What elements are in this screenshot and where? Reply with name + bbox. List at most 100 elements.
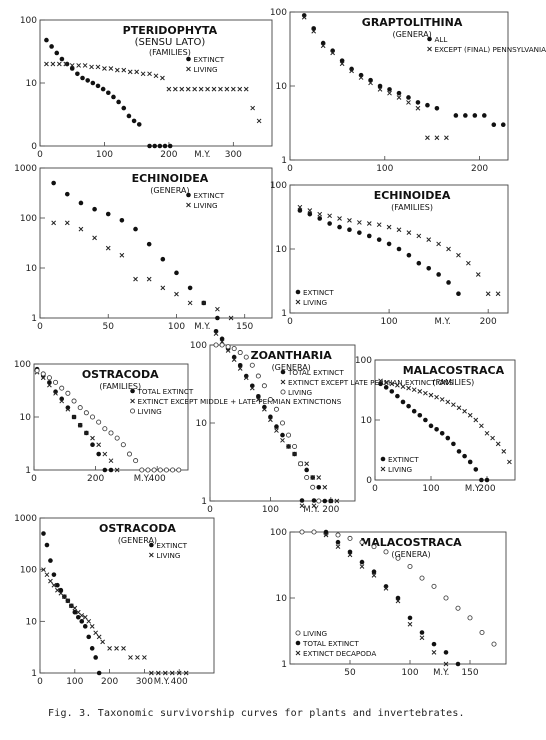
data-point-s0-9 xyxy=(386,241,392,247)
legend-label: EXCEPT (FINAL) PENNSYLVANIAN EXTINCTION xyxy=(435,45,546,54)
data-point-s1-4 xyxy=(337,216,342,221)
legend-label: LIVING xyxy=(138,407,162,416)
data-point-s0-17 xyxy=(473,467,479,472)
y-tick-label: 0 xyxy=(366,476,372,486)
data-point-s1-18 xyxy=(160,75,165,81)
data-point-s0-23 xyxy=(167,143,173,149)
data-point-s2-6 xyxy=(249,362,255,368)
data-point-s0-11 xyxy=(79,619,85,624)
data-point-s1-12 xyxy=(82,614,88,620)
x-tick-label: 100 xyxy=(262,505,279,515)
data-point-s1-6 xyxy=(82,63,88,68)
x-tick-label: 150 xyxy=(236,322,253,332)
chart-panel-3: 1 10 100 0 100 200 M.Y. ECHINOIDEA(FAMILIES) EXT… xyxy=(270,181,509,327)
y-tick-label: 100 xyxy=(190,341,207,351)
data-point-s1-9 xyxy=(72,605,78,611)
data-point-s0-14 xyxy=(116,99,121,105)
legend-symbol xyxy=(280,389,286,395)
data-point-s1-2 xyxy=(317,211,323,217)
data-point-s1-27 xyxy=(169,670,175,676)
data-point-s1-2 xyxy=(78,226,84,232)
data-point-s2-7 xyxy=(383,586,389,591)
data-point-s1-17 xyxy=(100,639,105,645)
x-tick-label: 200 xyxy=(101,677,118,687)
data-point-s0-6 xyxy=(133,226,138,232)
data-point-s1-8 xyxy=(395,595,401,601)
data-point-s1-9 xyxy=(174,291,179,297)
legend-label: LIVING xyxy=(193,65,217,74)
data-point-s0-3 xyxy=(51,572,57,577)
data-point-s1-21 xyxy=(179,86,185,92)
data-point-s0-14 xyxy=(425,102,430,108)
data-point-s1-3 xyxy=(327,213,332,219)
data-point-s0-5 xyxy=(119,217,125,223)
data-point-s1-6 xyxy=(357,220,362,225)
data-point-s0-5 xyxy=(339,58,345,63)
data-point-s0-3 xyxy=(92,206,97,212)
data-point-s0-21 xyxy=(157,143,163,149)
data-point-s0-9 xyxy=(90,442,95,448)
data-point-s1-6 xyxy=(358,75,364,80)
data-point-s1-12 xyxy=(416,233,422,239)
data-point-s1-3 xyxy=(63,61,69,67)
data-point-s1-15 xyxy=(444,135,449,141)
data-point-s0-8 xyxy=(85,78,90,83)
data-point-s1-4 xyxy=(339,61,345,67)
legend-symbol xyxy=(427,36,432,42)
data-point-s0-13 xyxy=(86,634,92,640)
data-point-s1-3 xyxy=(330,50,336,56)
data-point-s2-11 xyxy=(102,426,108,432)
data-point-s1-19 xyxy=(485,291,491,297)
y-tick-label: 1 xyxy=(281,156,287,166)
data-point-s0-10 xyxy=(96,451,101,457)
data-point-s0-10 xyxy=(75,614,81,620)
data-point-s1-11 xyxy=(102,451,108,457)
x-axis-label: M.Y. xyxy=(433,668,449,678)
data-point-s0-5 xyxy=(69,66,75,71)
data-point-s0-3 xyxy=(395,393,400,399)
data-point-s1-18 xyxy=(475,272,481,277)
data-point-s1-10 xyxy=(396,95,402,100)
data-point-s1-20 xyxy=(121,645,126,651)
data-point-s1-11 xyxy=(431,641,437,647)
legend-symbol xyxy=(130,398,135,404)
data-point-s1-9 xyxy=(90,435,95,441)
data-point-s1-6 xyxy=(133,276,138,282)
data-point-s0-0 xyxy=(41,531,46,536)
data-point-s1-1 xyxy=(311,498,317,503)
legend-symbol xyxy=(130,388,135,394)
data-point-s1-1 xyxy=(311,28,317,34)
data-point-s0-18 xyxy=(136,122,142,127)
data-point-s0-5 xyxy=(406,403,411,409)
x-tick-label: 100 xyxy=(66,677,83,687)
data-point-s1-8 xyxy=(377,87,383,92)
data-point-s2-10 xyxy=(96,419,102,425)
data-point-s1-16 xyxy=(456,252,461,258)
data-point-s0-18 xyxy=(322,498,328,504)
data-point-s1-8 xyxy=(423,390,428,396)
chart-panel-1: 1 10 100 0 100 200 GRAPTOLITHINA(GENERA) ALLEXC… xyxy=(270,8,546,174)
data-point-s1-22 xyxy=(135,655,140,660)
chart-panel-2: 1 10 100 1000 0 50 100 150 M.Y. ECHINOIDEA(GENERA… xyxy=(14,164,273,332)
legend-symbol xyxy=(380,466,386,472)
y-tick-label: 10 xyxy=(196,419,208,429)
data-point-s0-15 xyxy=(446,280,451,285)
data-point-s0-4 xyxy=(64,61,70,67)
data-point-s0-12 xyxy=(445,435,451,441)
y-tick-label: 1 xyxy=(31,314,37,324)
data-point-s1-11 xyxy=(439,397,445,402)
data-point-s1-2 xyxy=(320,43,326,49)
figure-caption: Fig. 3. Taxonomic survivorship curves fo… xyxy=(48,708,465,719)
chart-subtitle: (GENERA) xyxy=(392,30,431,39)
data-point-s1-25 xyxy=(155,670,161,676)
data-point-s2-1 xyxy=(219,342,225,348)
data-point-s1-4 xyxy=(400,384,406,389)
x-tick-label: 100 xyxy=(401,668,418,678)
data-point-s0-13 xyxy=(451,441,456,447)
data-point-s0-18 xyxy=(479,477,484,483)
x-axis-label: M.Y. xyxy=(134,474,150,484)
data-point-s0-7 xyxy=(146,241,152,247)
data-point-s1-10 xyxy=(75,609,81,615)
data-point-s0-10 xyxy=(95,83,101,89)
